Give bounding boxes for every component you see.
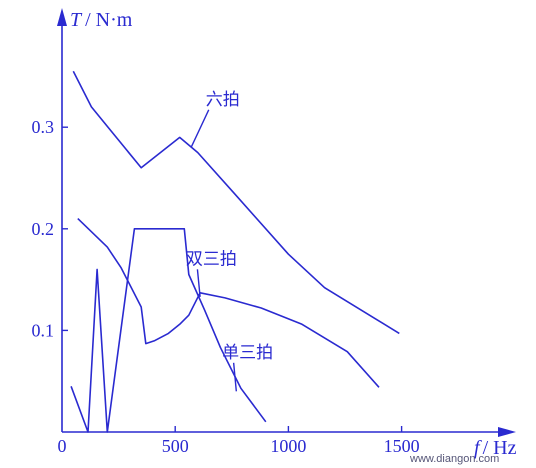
y-tick-label: 0.3 <box>32 117 55 137</box>
axis-ticks: 0 500 1000 1500 0.1 0.2 0.3 <box>32 117 420 456</box>
x-axis-label: f / Hz <box>474 437 517 459</box>
series-line-2 <box>70 228 267 433</box>
x-axis-arrow <box>498 427 516 437</box>
x-tick-label: 1000 <box>270 436 306 456</box>
annotation-leader <box>232 362 238 392</box>
series-annotation: 双三拍 <box>186 249 237 269</box>
series-annotation: 单三拍 <box>222 343 273 363</box>
y-axis-label: T / N·m <box>70 9 133 31</box>
series-annotation: 六拍 <box>206 90 240 110</box>
series-layer <box>70 70 400 433</box>
x-tick-label: 0 <box>58 436 67 456</box>
annotation-leader <box>196 269 201 297</box>
y-tick-label: 0.2 <box>32 219 55 239</box>
y-axis-arrow <box>57 8 67 26</box>
series-line-0 <box>72 70 400 335</box>
annotation-leader <box>190 109 210 148</box>
x-tick-label: 500 <box>162 436 189 456</box>
y-tick-label: 0.1 <box>32 320 55 340</box>
watermark: www.diangon.com <box>409 453 499 465</box>
x-tick-label: 1500 <box>384 436 420 456</box>
